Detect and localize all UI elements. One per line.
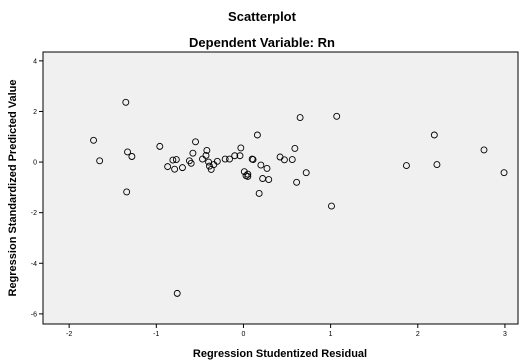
data-point [291,144,299,152]
data-point [244,170,252,178]
y-tick-label: 4 [33,58,37,65]
data-point [249,156,257,163]
x-axis-title: Regression Studentized Residual [193,348,367,360]
x-tick-label: 0 [242,331,246,338]
y-tick-label: -4 [31,261,37,268]
data-point [164,163,172,171]
chart-title: Scatterplot [228,9,297,24]
data-point [288,156,296,163]
data-point [172,156,180,163]
x-tick-label: -1 [153,331,159,338]
data-point [173,289,181,297]
y-tick-label: -2 [31,210,37,217]
data-point [192,138,199,146]
data-point [171,165,179,173]
data-point [333,112,341,120]
y-tick-label: 2 [33,109,37,116]
x-tick-label: 1 [329,331,333,338]
data-point [500,169,508,177]
data-point [244,173,252,180]
data-point [433,161,441,169]
data-point [302,169,310,177]
y-tick-label: 0 [33,160,37,167]
data-point [430,131,438,139]
data-point [236,152,244,160]
data-point [237,144,245,152]
data-points [90,98,508,297]
data-point [187,159,195,167]
data-point [202,152,210,159]
data-point [221,155,229,163]
data-point [257,161,265,169]
x-tick-label: -2 [66,331,72,338]
data-point [96,157,104,165]
x-tick-label: 3 [503,331,507,338]
data-point [253,131,261,139]
data-point [265,176,273,183]
data-point [402,162,410,170]
data-point [203,146,211,154]
y-tick-label: -6 [31,311,37,318]
data-point [156,142,164,150]
data-point [124,148,131,156]
y-axis-title: Regression Standardized Predicted Value [7,79,19,296]
data-point [226,155,233,163]
data-point [280,156,288,164]
data-point [296,114,304,121]
data-point [90,136,98,144]
data-point [206,162,213,170]
data-point [213,157,221,165]
data-point [169,156,177,164]
chart-subtitle: Dependent Variable: Rn [189,35,335,50]
data-point [178,164,186,172]
data-point [328,202,335,210]
data-point [255,189,263,197]
y-axis: -6 -4 -2 0 2 4 [31,58,43,318]
data-point [231,152,239,160]
x-axis: -2 -1 0 1 2 3 [66,324,507,338]
data-point [480,146,488,154]
data-point [189,149,197,157]
plot-area [42,51,519,325]
data-point [293,178,301,186]
data-point [122,98,130,106]
data-point [263,164,271,172]
data-point [123,188,131,196]
data-point [128,153,136,160]
x-tick-label: 2 [416,331,420,338]
data-point [199,155,206,163]
